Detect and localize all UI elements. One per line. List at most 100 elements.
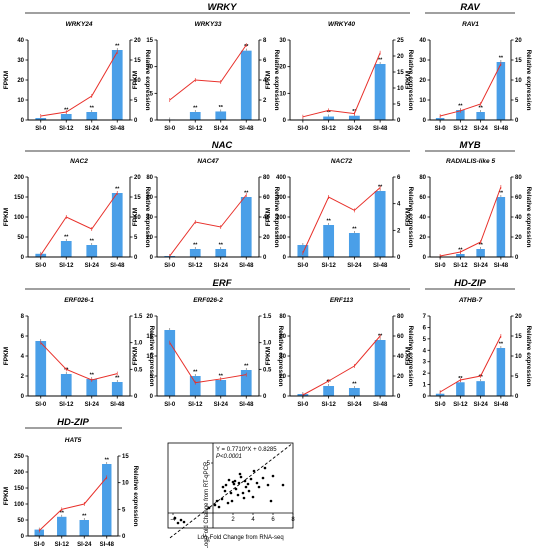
scatter-point [217, 505, 221, 509]
panel-wrky24: WRKYWRKY24******01020304005101520SI-0SI-… [3, 2, 410, 132]
y-tick-label: 30 [279, 38, 286, 44]
bar [323, 386, 335, 396]
y-tick-label: 100 [14, 215, 25, 221]
y2-tick-label: 15 [134, 58, 141, 64]
scatter-point [252, 469, 256, 473]
y2-tick-label: 8 [263, 38, 267, 44]
scatter-point [271, 474, 275, 478]
bar [102, 464, 112, 536]
y2-tick-label: 0.5 [263, 367, 272, 373]
y-tick-label: 7 [423, 314, 427, 320]
significance-label: ** [378, 58, 383, 64]
relative-expression-line [440, 63, 502, 117]
bar [60, 114, 72, 120]
y-axis-label: FPKM [3, 208, 10, 226]
x-tick-label: SI-12 [59, 126, 74, 132]
bar [164, 330, 176, 396]
family-title: HD-ZIP [454, 278, 486, 289]
y-tick-label: 0 [423, 255, 427, 261]
scatter-point [269, 499, 273, 503]
x-tick-label: SI-24 [473, 402, 488, 408]
x-tick-label: SI-24 [214, 126, 229, 132]
y2-tick-label: 6 [397, 175, 401, 181]
y-tick-label: 100 [276, 235, 287, 241]
x-tick-label: SI-12 [188, 402, 203, 408]
significance-label: ** [326, 380, 331, 386]
y2-tick-label: 0 [134, 394, 138, 400]
relative-expression-line [439, 335, 502, 393]
gene-title: ERF113 [330, 297, 354, 304]
significance-label: ** [219, 374, 224, 380]
significance-label: ** [90, 106, 95, 112]
scatter-point [266, 483, 270, 487]
x-tick-label: SI-48 [494, 263, 509, 269]
bar [189, 376, 201, 396]
panel-erf113: ERF113 ** ** ** 0 20 40 60 80 0 20 40 60 80 SI-0 SI-12 S… [265, 297, 414, 408]
bar [86, 112, 98, 120]
y2-tick-label: 15 [515, 334, 522, 340]
significance-label: ** [458, 248, 463, 254]
y-axis-label: FPKM [3, 71, 10, 89]
panel-hat5: HD-ZIP HAT5 ** ** ** 0 50 100 150 200 250 0 5 10 15 SI-… [3, 417, 139, 548]
bar [240, 370, 252, 396]
bar [215, 111, 227, 120]
y-tick-label: 20 [17, 78, 24, 84]
gene-title: NAC72 [331, 158, 353, 165]
bar [348, 115, 360, 120]
y-tick-label: 10 [17, 98, 24, 104]
y2-tick-label: 20 [515, 314, 522, 320]
scatter-point [215, 499, 219, 503]
significance-label: ** [115, 44, 120, 50]
p-value: P<0.0001 [216, 454, 242, 460]
y2-tick-label: 60 [515, 195, 522, 201]
y2-tick-label: 5 [134, 98, 138, 104]
significance-label: ** [378, 185, 383, 191]
y-axis-label: FPKM [265, 71, 272, 89]
significance-label: ** [64, 368, 69, 374]
scatter-point [234, 487, 238, 491]
significance-label: ** [90, 373, 95, 379]
y-tick-label: 0 [21, 118, 25, 124]
significance-label: ** [64, 235, 69, 241]
significance-label: ** [115, 376, 120, 382]
x-tick-label: SI-0 [297, 263, 309, 269]
y2-tick-label: 1.5 [263, 314, 272, 320]
y-axis-label: FPKM [265, 347, 272, 365]
bar [374, 191, 386, 257]
y-tick-label: 3 [423, 360, 427, 366]
bar [476, 381, 485, 396]
y-tick-label: 20 [419, 78, 426, 84]
y-tick-label: 40 [279, 354, 286, 360]
y2-axis-label: Relative expression [525, 49, 532, 110]
y2-tick-label: 5 [397, 102, 401, 108]
family-title: NAC [212, 140, 233, 151]
y-tick-label: 250 [14, 454, 25, 460]
scatter-point [257, 485, 261, 489]
significance-label: ** [82, 514, 87, 520]
y2-tick-label: 80 [263, 175, 270, 181]
bar [189, 112, 201, 120]
scatter-point [246, 482, 250, 486]
scatter-point [223, 489, 227, 493]
bar [86, 379, 98, 396]
scatter-point [179, 518, 183, 522]
significance-label: ** [478, 243, 483, 249]
y2-tick-label: 40 [263, 215, 270, 221]
y2-tick-label: 40 [397, 354, 404, 360]
y2-tick-label: 10 [515, 354, 522, 360]
significance-label: ** [105, 458, 110, 464]
bar [86, 245, 98, 257]
y-axis-label: FPKM [132, 71, 139, 89]
y-tick-label: 0 [283, 118, 287, 124]
y2-tick-label: 5 [515, 98, 519, 104]
x-tick-label: SI-24 [347, 402, 362, 408]
x-tick-label: SI-48 [110, 263, 125, 269]
y-tick-label: 80 [146, 175, 153, 181]
y2-tick-label: 80 [515, 175, 522, 181]
relative-expression-line [40, 192, 118, 256]
x-tick-label: SI-24 [214, 263, 229, 269]
y2-tick-label: 80 [397, 314, 404, 320]
x-tick-label: SI-48 [239, 402, 254, 408]
y2-tick-label: 15 [134, 195, 141, 201]
